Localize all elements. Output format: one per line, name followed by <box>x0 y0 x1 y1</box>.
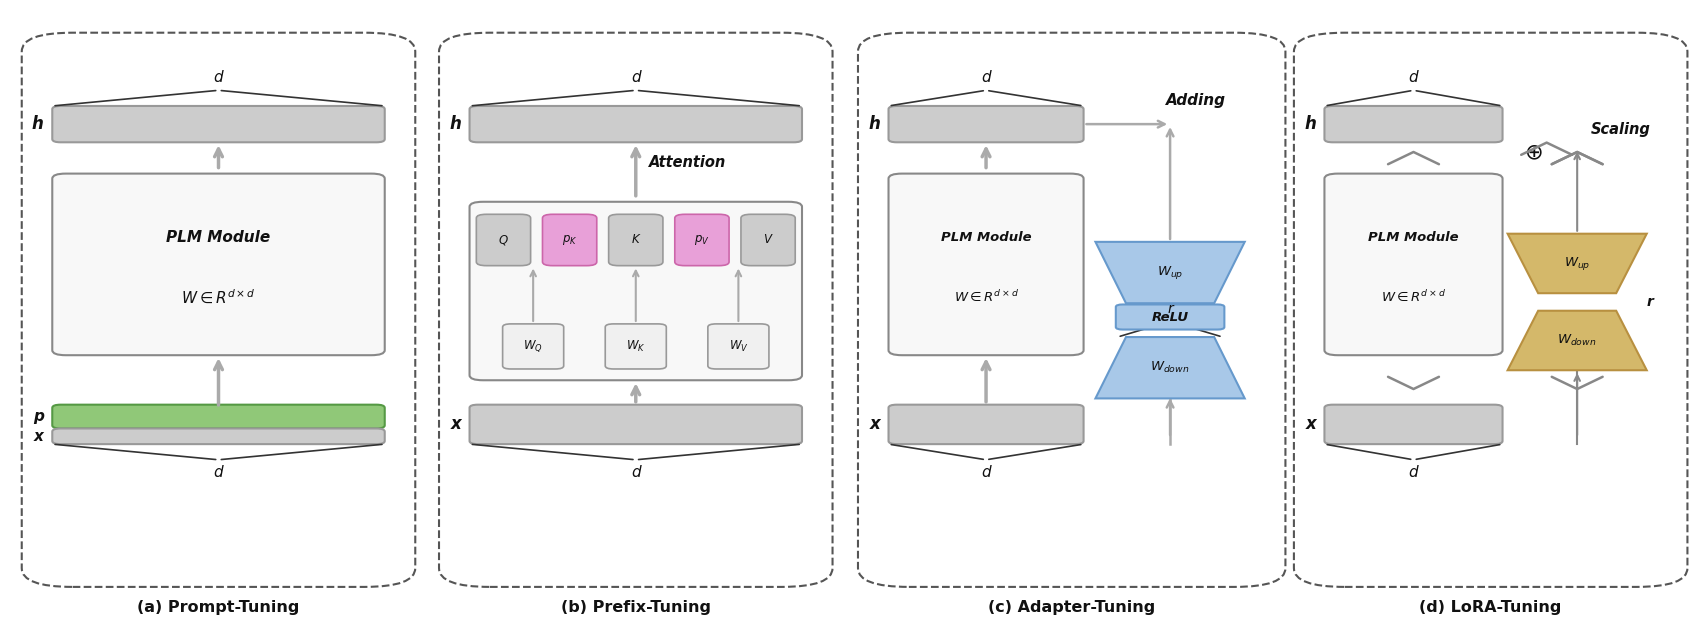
Text: $W_{down}$: $W_{down}$ <box>1557 333 1596 348</box>
Text: h: h <box>448 115 460 133</box>
Text: (a) Prompt-Tuning: (a) Prompt-Tuning <box>138 600 299 615</box>
FancyBboxPatch shape <box>53 428 384 444</box>
Text: d: d <box>214 70 222 86</box>
FancyBboxPatch shape <box>542 214 596 265</box>
Text: PLM Module: PLM Module <box>941 231 1031 243</box>
Text: PLM Module: PLM Module <box>166 230 270 245</box>
FancyBboxPatch shape <box>1324 174 1501 355</box>
Text: $p_V$: $p_V$ <box>694 233 710 247</box>
Text: Attention: Attention <box>649 155 727 170</box>
Text: (d) LoRA-Tuning: (d) LoRA-Tuning <box>1418 600 1560 615</box>
Text: $W_{K}$: $W_{K}$ <box>625 339 645 354</box>
FancyBboxPatch shape <box>888 106 1083 142</box>
Text: $W_{V}$: $W_{V}$ <box>728 339 747 354</box>
Text: (c) Adapter-Tuning: (c) Adapter-Tuning <box>988 600 1155 615</box>
Polygon shape <box>1506 311 1645 370</box>
FancyBboxPatch shape <box>1324 106 1501 142</box>
Text: $W \in R^{d \times d}$: $W \in R^{d \times d}$ <box>182 288 256 306</box>
FancyBboxPatch shape <box>740 214 795 265</box>
Text: $p_K$: $p_K$ <box>562 233 577 247</box>
FancyBboxPatch shape <box>53 106 384 142</box>
Text: h: h <box>32 115 44 133</box>
Text: h: h <box>868 115 880 133</box>
FancyBboxPatch shape <box>53 404 384 428</box>
FancyBboxPatch shape <box>1324 404 1501 444</box>
FancyBboxPatch shape <box>469 202 801 381</box>
Text: x: x <box>34 429 44 444</box>
Text: $Q$: $Q$ <box>498 233 509 247</box>
Text: p: p <box>32 409 44 424</box>
Polygon shape <box>1095 337 1245 398</box>
Text: d: d <box>981 465 990 480</box>
Text: Scaling: Scaling <box>1589 122 1650 137</box>
Text: x: x <box>1304 415 1316 433</box>
Text: $K$: $K$ <box>630 233 640 247</box>
Text: $\oplus$: $\oplus$ <box>1523 143 1542 164</box>
Polygon shape <box>1095 242 1245 303</box>
FancyBboxPatch shape <box>469 106 801 142</box>
FancyBboxPatch shape <box>888 174 1083 355</box>
Text: $V$: $V$ <box>762 233 773 247</box>
Text: d: d <box>1408 70 1418 86</box>
FancyBboxPatch shape <box>674 214 728 265</box>
FancyBboxPatch shape <box>1116 304 1224 330</box>
Text: d: d <box>214 465 222 480</box>
FancyBboxPatch shape <box>708 324 769 369</box>
FancyBboxPatch shape <box>604 324 666 369</box>
Text: d: d <box>630 70 640 86</box>
FancyBboxPatch shape <box>608 214 662 265</box>
Text: x: x <box>869 415 880 433</box>
Text: $W_{Q}$: $W_{Q}$ <box>523 338 543 354</box>
Text: $W \in R^{d \times d}$: $W \in R^{d \times d}$ <box>953 289 1019 305</box>
Text: ReLU: ReLU <box>1151 311 1189 323</box>
Text: d: d <box>981 70 990 86</box>
Text: d: d <box>1408 465 1418 480</box>
Text: $W_{down}$: $W_{down}$ <box>1150 360 1189 376</box>
Text: h: h <box>1304 115 1316 133</box>
Text: Adding: Adding <box>1165 93 1224 108</box>
FancyBboxPatch shape <box>475 214 530 265</box>
Text: $W \in R^{d \times d}$: $W \in R^{d \times d}$ <box>1380 289 1445 305</box>
Text: r: r <box>1645 295 1652 309</box>
Polygon shape <box>1506 234 1645 293</box>
FancyBboxPatch shape <box>503 324 564 369</box>
Text: PLM Module: PLM Module <box>1367 231 1459 243</box>
FancyBboxPatch shape <box>469 404 801 444</box>
Text: r: r <box>1167 303 1172 316</box>
Text: $W_{up}$: $W_{up}$ <box>1564 255 1589 272</box>
Text: (b) Prefix-Tuning: (b) Prefix-Tuning <box>560 600 710 615</box>
Text: x: x <box>450 415 460 433</box>
FancyBboxPatch shape <box>53 174 384 355</box>
FancyBboxPatch shape <box>888 404 1083 444</box>
Text: $W_{up}$: $W_{up}$ <box>1156 264 1182 281</box>
Text: d: d <box>630 465 640 480</box>
